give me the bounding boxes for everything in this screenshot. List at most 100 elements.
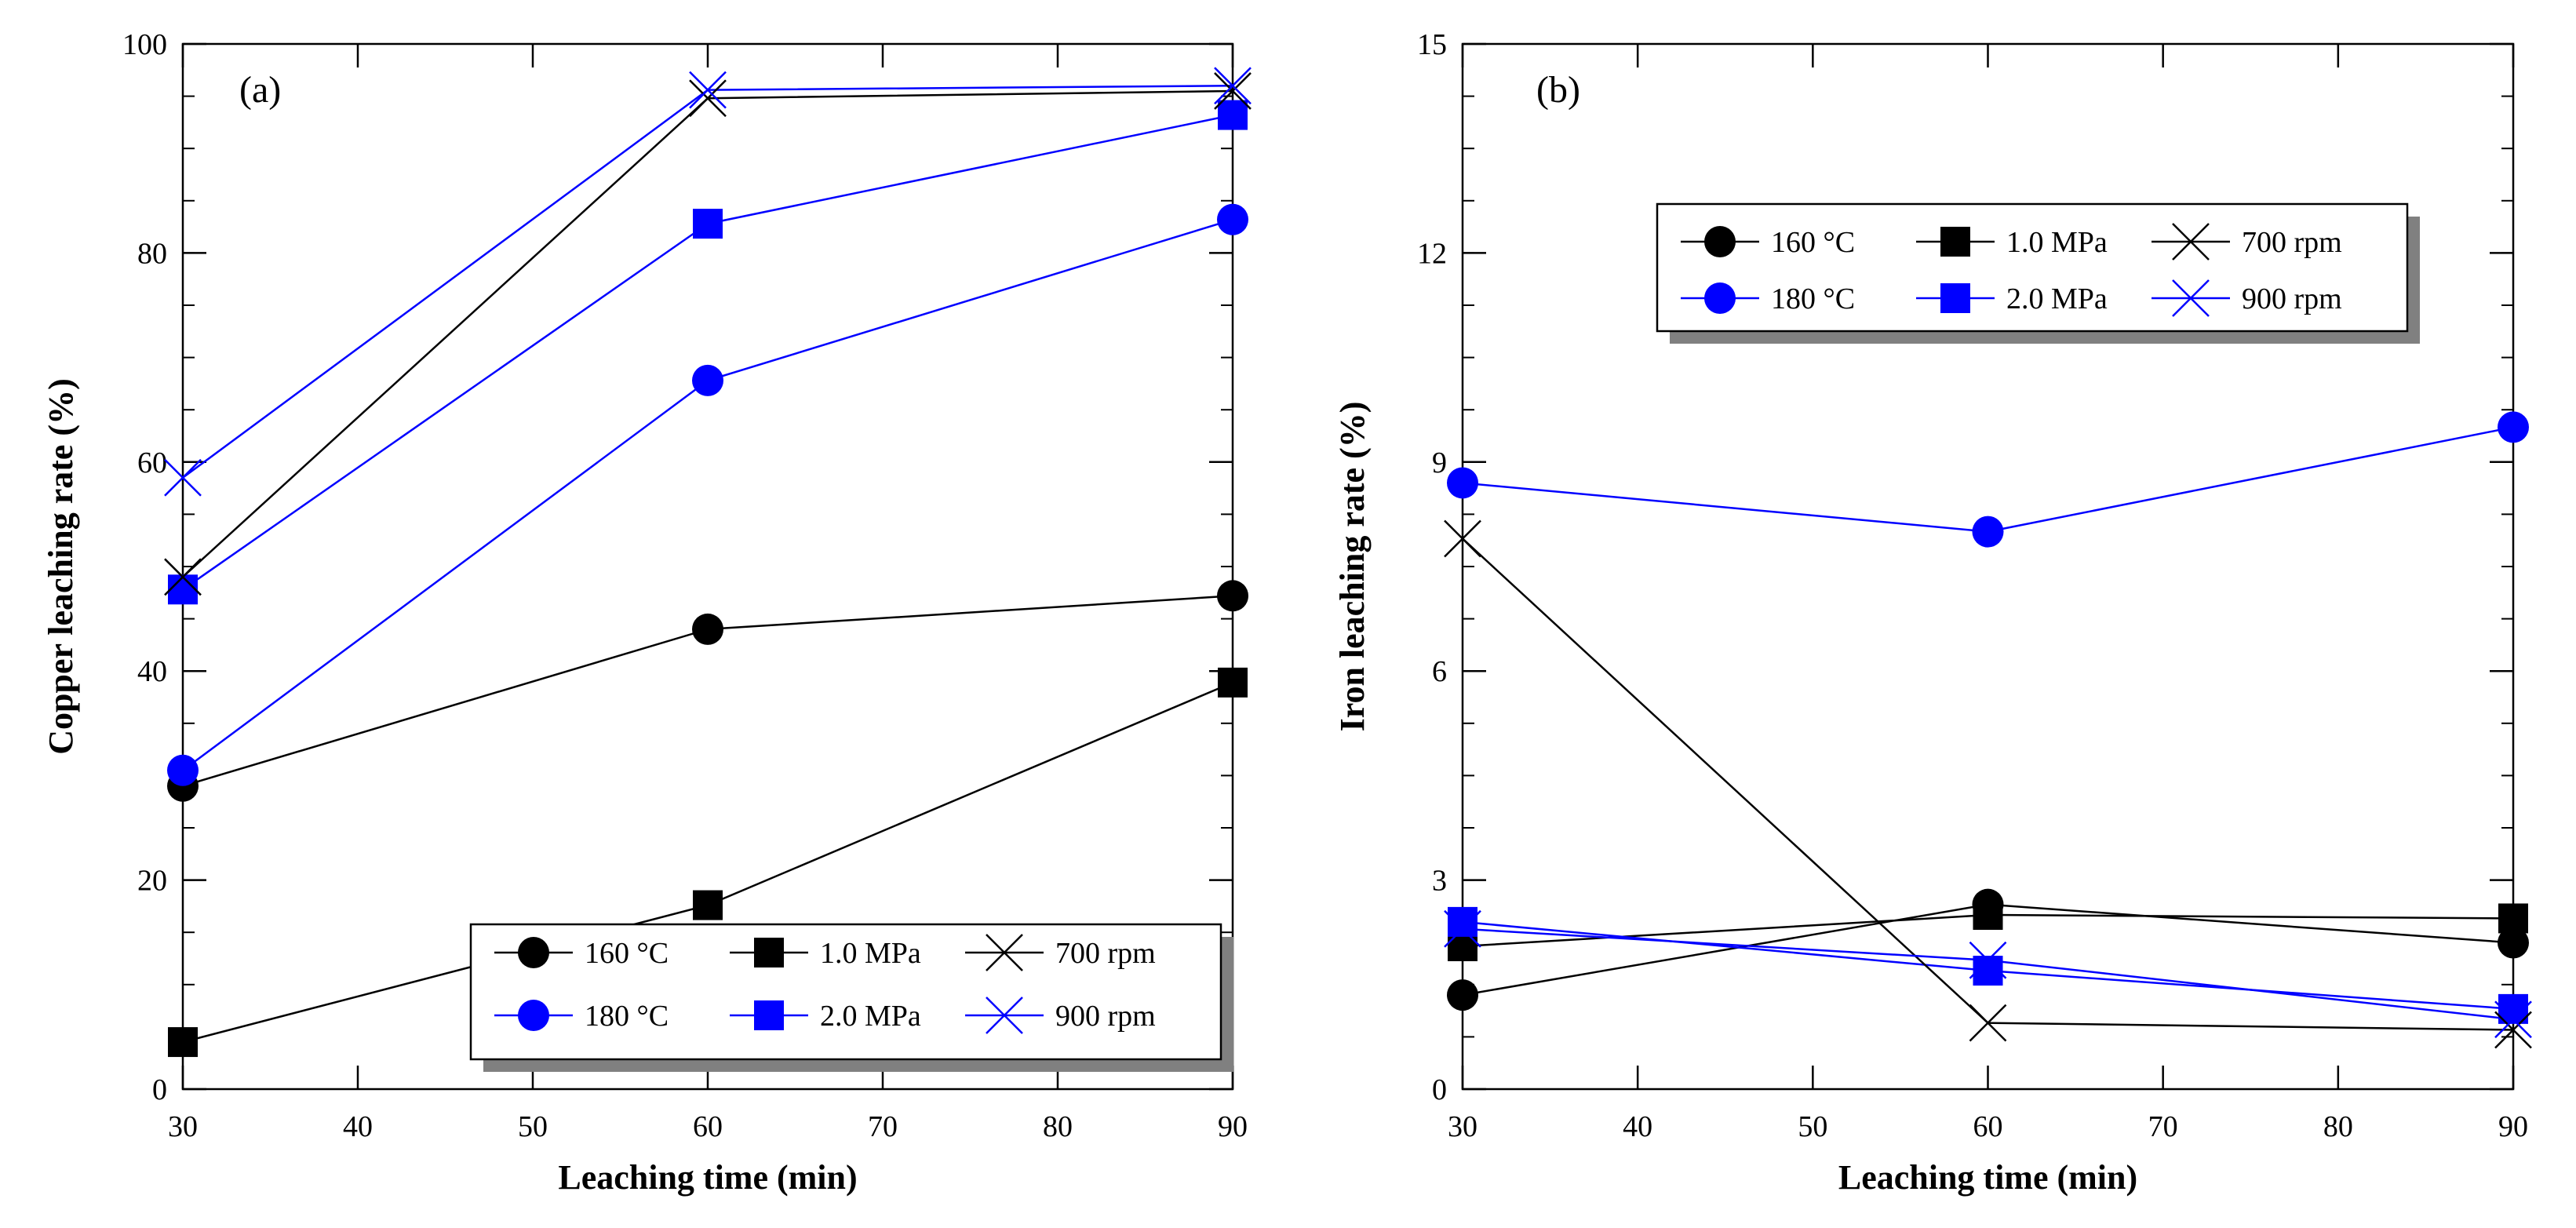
legend-label: 1.0 MPa	[2006, 226, 2108, 259]
panel-label: (b)	[1536, 69, 1580, 111]
data-point	[2498, 927, 2529, 959]
data-point	[692, 364, 723, 396]
legend-marker	[754, 1000, 784, 1030]
legend-item: 160 °C	[494, 937, 669, 970]
data-point	[2498, 903, 2528, 934]
legend-item: 900 rpm	[965, 997, 1156, 1034]
data-point	[689, 79, 727, 118]
legend-marker	[2172, 223, 2210, 261]
legend-item: 180 °C	[1681, 282, 1855, 315]
x-tick-label: 90	[2498, 1110, 2528, 1143]
x-tick-label: 30	[1448, 1110, 1477, 1143]
legend-item: 2.0 MPa	[1916, 282, 2108, 315]
legend-label: 700 rpm	[1055, 937, 1156, 970]
data-point	[1969, 1004, 2007, 1042]
y-tick-label: 9	[1432, 446, 1447, 479]
plot-frame	[1461, 42, 2515, 1091]
data-point	[164, 458, 202, 497]
legend-label: 160 °C	[585, 937, 669, 970]
legend-label: 1.0 MPa	[820, 937, 921, 970]
legend-marker	[754, 938, 784, 967]
x-tick-label: 70	[2148, 1110, 2178, 1143]
series-markers-900 rpm	[1444, 909, 2532, 1039]
y-tick-label: 15	[1417, 28, 1447, 61]
series-markers-1.0 MPa	[1448, 900, 2528, 961]
series-markers-1.0 MPa	[168, 667, 1248, 1058]
y-tick-label: 0	[1432, 1073, 1447, 1106]
data-point	[1447, 979, 1478, 1011]
series-markers-160 °C	[167, 580, 1248, 802]
data-point	[693, 890, 723, 920]
legend-item: 160 °C	[1681, 226, 1855, 259]
data-point	[1217, 580, 1248, 612]
data-point	[1218, 667, 1248, 698]
data-point	[693, 209, 723, 239]
y-tick-label: 40	[137, 655, 167, 688]
x-tick-label: 60	[1973, 1110, 2003, 1143]
x-tick-label: 50	[1798, 1110, 1827, 1143]
legend-marker	[1940, 283, 1970, 313]
series-line-700 rpm	[182, 89, 1233, 578]
data-point	[1972, 516, 2004, 548]
legend-marker	[1704, 282, 1736, 314]
data-point	[1218, 100, 1248, 130]
data-point	[1214, 72, 1252, 110]
series-markers-700 rpm	[164, 72, 1252, 596]
data-point	[168, 1027, 198, 1058]
series-markers-900 rpm	[164, 67, 1252, 497]
legend-label: 2.0 MPa	[820, 1000, 921, 1033]
data-point	[2494, 1011, 2532, 1049]
x-tick-label: 80	[1043, 1110, 1073, 1143]
legend-label: 160 °C	[1771, 226, 1855, 259]
legend-item: 700 rpm	[2152, 223, 2342, 261]
data-point	[1969, 941, 2007, 979]
legend-item: 1.0 MPa	[730, 937, 921, 970]
legend-marker	[986, 997, 1023, 1034]
data-point	[1444, 909, 1481, 948]
legend: 160 °C 180 °C 1.0 MPa 2.0 MPa 700 rpm 900 rpm	[469, 923, 1233, 1072]
data-point	[1444, 519, 1481, 558]
y-tick-label: 20	[137, 865, 167, 898]
y-tick-label: 60	[137, 446, 167, 479]
panel-b: 30 40 50 60 70 80 90 0 3 6 9 12 15 Leaching time (min…	[1333, 28, 2532, 1197]
data-point	[689, 71, 727, 109]
data-point	[1217, 203, 1248, 235]
x-tick-label: 80	[2323, 1110, 2353, 1143]
legend-item: 700 rpm	[965, 934, 1156, 971]
y-tick-label: 6	[1432, 655, 1447, 688]
data-point	[1447, 467, 1478, 499]
x-tick-label: 70	[868, 1110, 898, 1143]
x-tick-label: 30	[168, 1110, 198, 1143]
legend-marker	[518, 1000, 549, 1031]
series-line-2.0 MPa	[182, 114, 1233, 591]
data-point	[1973, 900, 2003, 930]
panel-label: (a)	[239, 69, 281, 111]
y-axis-title: Iron leaching rate (%)	[1333, 402, 1372, 732]
legend-marker	[1940, 227, 1970, 257]
series-markers-180 °C	[167, 203, 1248, 786]
data-point	[164, 558, 202, 596]
legend-marker	[2172, 279, 2210, 317]
legend: 160 °C 180 °C 1.0 MPa 2.0 MPa 700 rpm 900 rpm	[1656, 202, 2420, 344]
x-axis-title: Leaching time (min)	[1838, 1158, 2137, 1197]
x-tick-label: 40	[1623, 1110, 1652, 1143]
legend-label: 2.0 MPa	[2006, 282, 2108, 315]
y-tick-label: 80	[137, 237, 167, 270]
legend-label: 900 rpm	[1055, 1000, 1156, 1033]
legend-item: 1.0 MPa	[1916, 226, 2108, 259]
data-point	[1214, 67, 1252, 105]
legend-label: 700 rpm	[2242, 226, 2342, 259]
series-line-180 °C	[182, 218, 1233, 771]
series-markers-180 °C	[1447, 411, 2529, 548]
panel-a: 30 40 50 60 70 80 90 0 20 40 60 80 100 Leaching time …	[42, 28, 1252, 1197]
data-point	[168, 574, 198, 605]
x-tick-label: 90	[1218, 1110, 1248, 1143]
legend-label: 180 °C	[585, 1000, 669, 1033]
legend-item: 2.0 MPa	[730, 1000, 921, 1033]
legend-box	[469, 923, 1222, 1061]
data-point	[692, 613, 723, 645]
y-tick-label: 3	[1432, 865, 1447, 898]
legend-marker	[986, 934, 1023, 971]
legend-item: 900 rpm	[2152, 279, 2342, 317]
